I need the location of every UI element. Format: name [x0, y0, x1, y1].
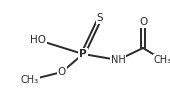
Text: HO: HO — [30, 35, 46, 45]
Text: O: O — [139, 17, 147, 27]
Text: CH₃: CH₃ — [21, 75, 39, 85]
Text: P: P — [79, 49, 87, 59]
Text: O: O — [58, 67, 66, 77]
Text: NH: NH — [111, 55, 125, 65]
Text: S: S — [97, 13, 103, 23]
Text: CH₃: CH₃ — [154, 55, 170, 65]
